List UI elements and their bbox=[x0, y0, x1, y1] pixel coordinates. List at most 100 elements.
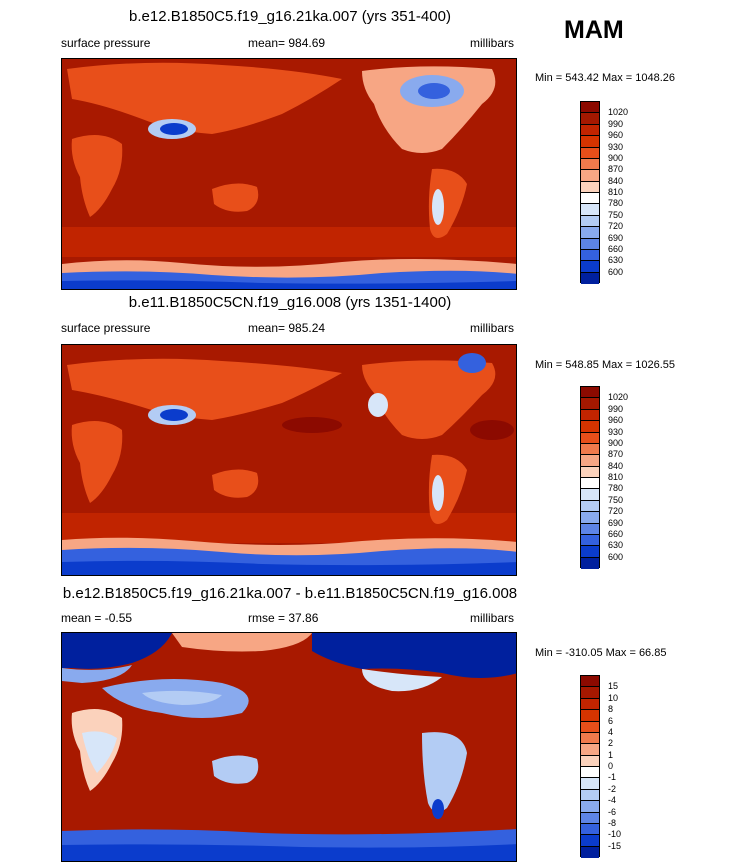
fennoscandian-ice-anomaly bbox=[62, 633, 172, 669]
panel-2-variable-label: surface pressure bbox=[61, 321, 151, 335]
colorbar-tick-label: 10 bbox=[608, 692, 619, 703]
colorbar-swatch bbox=[581, 789, 599, 802]
colorbar-swatch bbox=[581, 204, 599, 216]
colorbar-tick-label: 990 bbox=[608, 403, 624, 414]
colorbar-tick-label: 1020 bbox=[608, 107, 629, 118]
colorbar-swatch bbox=[581, 767, 599, 779]
colorbar-tick-label: 780 bbox=[608, 198, 624, 209]
colorbar-tick-label: -6 bbox=[608, 806, 617, 817]
colorbar-swatch bbox=[581, 238, 599, 250]
colorbar-swatch bbox=[581, 732, 599, 745]
colorbar-tick-label: 930 bbox=[608, 426, 624, 437]
panel-2-title: b.e11.B1850C5CN.f19_g16.008 (yrs 1351-14… bbox=[128, 294, 452, 311]
panel-3-units-label: millibars bbox=[470, 611, 515, 625]
colorbar-swatch bbox=[581, 812, 599, 824]
colorbar-tick-label: -10 bbox=[608, 829, 622, 840]
colorbar-swatch bbox=[581, 136, 599, 148]
colorbar-swatch bbox=[581, 523, 599, 535]
colorbar-tick-label: 630 bbox=[608, 255, 624, 266]
colorbar-swatch bbox=[581, 102, 599, 114]
colorbar-tick-label: 900 bbox=[608, 152, 624, 163]
colorbar-tick-label: 810 bbox=[608, 187, 624, 197]
colorbar-tick-label: 660 bbox=[608, 528, 624, 539]
panel-1-map bbox=[61, 58, 517, 290]
colorbar-swatch bbox=[581, 147, 599, 159]
colorbar-swatch bbox=[581, 409, 599, 422]
colorbar-swatch bbox=[581, 249, 599, 262]
colorbar-swatch bbox=[581, 227, 599, 239]
colorbar-tick-label: 15 bbox=[608, 681, 619, 692]
colorbar-swatch bbox=[581, 478, 599, 490]
colorbar-swatch bbox=[581, 744, 599, 756]
colorbar-swatch bbox=[581, 546, 599, 558]
colorbar-swatch bbox=[581, 113, 599, 125]
colorbar-swatch bbox=[581, 687, 599, 699]
colorbar-swatch bbox=[581, 710, 599, 722]
colorbar-tick-label: 810 bbox=[608, 472, 624, 482]
panel-3-title: b.e12.B1850C5.f19_g16.21ka.007 - b.e11.B… bbox=[62, 585, 518, 602]
colorbar-swatch bbox=[581, 801, 599, 813]
colorbar-tick-label: 990 bbox=[608, 118, 624, 129]
colorbar-swatch bbox=[581, 835, 599, 847]
colorbar-swatch bbox=[581, 676, 599, 688]
colorbar-tick-label: 720 bbox=[608, 221, 624, 232]
colorbar-swatch bbox=[581, 181, 599, 193]
colorbar-tick-label: -15 bbox=[608, 840, 622, 851]
colorbar-swatch bbox=[581, 170, 599, 182]
colorbar-swatch bbox=[581, 158, 599, 171]
colorbar-tick-label: 0 bbox=[608, 761, 614, 771]
subtropical-high-pacific bbox=[282, 417, 342, 433]
colorbar-swatch bbox=[581, 443, 599, 456]
panel-1-variable-label: surface pressure bbox=[61, 36, 151, 50]
colorbar-tick-label: 960 bbox=[608, 415, 624, 426]
panel-2-map bbox=[61, 344, 517, 576]
colorbar-tick-label: 840 bbox=[608, 460, 624, 471]
colorbar-swatch bbox=[581, 398, 599, 410]
panel-3-map bbox=[61, 632, 517, 862]
colorbar-2 bbox=[580, 386, 600, 569]
panel-2-units-label: millibars bbox=[470, 321, 515, 335]
subtropical-high-atlantic bbox=[470, 420, 514, 440]
eurasia bbox=[67, 62, 342, 134]
africa bbox=[71, 135, 123, 217]
colorbar-tick-label: 960 bbox=[608, 130, 624, 141]
colorbar-swatch bbox=[581, 124, 599, 137]
colorbar-swatch bbox=[581, 512, 599, 524]
colorbar-tick-label: 4 bbox=[608, 726, 614, 737]
panel-1-minmax: Min = 543.42 Max = 1048.26 bbox=[535, 72, 676, 84]
colorbar-swatch bbox=[581, 823, 599, 836]
panel-3-minmax: Min = -310.05 Max = 66.85 bbox=[535, 647, 667, 659]
colorbar-tick-label: 690 bbox=[608, 517, 624, 528]
colorbar-3 bbox=[580, 675, 600, 858]
colorbar-swatch bbox=[581, 778, 599, 790]
colorbar-tick-label: 750 bbox=[608, 494, 624, 505]
colorbar-tick-label: 750 bbox=[608, 209, 624, 220]
colorbar-tick-label: 780 bbox=[608, 483, 624, 494]
colorbar-swatch bbox=[581, 557, 599, 569]
colorbar-tick-label: 1020 bbox=[608, 392, 629, 403]
laurentide-ice-anomaly bbox=[312, 633, 516, 678]
greenland bbox=[458, 353, 486, 373]
colorbar-tick-label: -4 bbox=[608, 795, 617, 806]
colorbar-tick-label: -2 bbox=[608, 783, 617, 794]
colorbar-swatch bbox=[581, 466, 599, 478]
colorbar-tick-label: 630 bbox=[608, 540, 624, 551]
panel-3-rmse-label: rmse = 37.86 bbox=[248, 611, 319, 625]
colorbar-tick-label: 930 bbox=[608, 141, 624, 152]
colorbar-swatch bbox=[581, 698, 599, 711]
colorbar-tick-label: 2 bbox=[608, 738, 614, 749]
australia bbox=[212, 183, 259, 212]
colorbar-1 bbox=[580, 101, 600, 284]
colorbar-tick-label: 870 bbox=[608, 164, 624, 175]
colorbar-swatch bbox=[581, 261, 599, 273]
colorbar-swatch bbox=[581, 721, 599, 733]
colorbar-tick-label: 1 bbox=[608, 749, 614, 760]
colorbar-swatch bbox=[581, 193, 599, 205]
colorbar-swatch bbox=[581, 387, 599, 399]
colorbar-tick-label: 6 bbox=[608, 715, 614, 726]
colorbar-swatch bbox=[581, 272, 599, 284]
colorbar-tick-label: 600 bbox=[608, 551, 624, 562]
colorbar-tick-label: 600 bbox=[608, 266, 624, 277]
colorbar-swatch bbox=[581, 421, 599, 433]
panel-1-mean-label: mean= 984.69 bbox=[248, 36, 326, 50]
